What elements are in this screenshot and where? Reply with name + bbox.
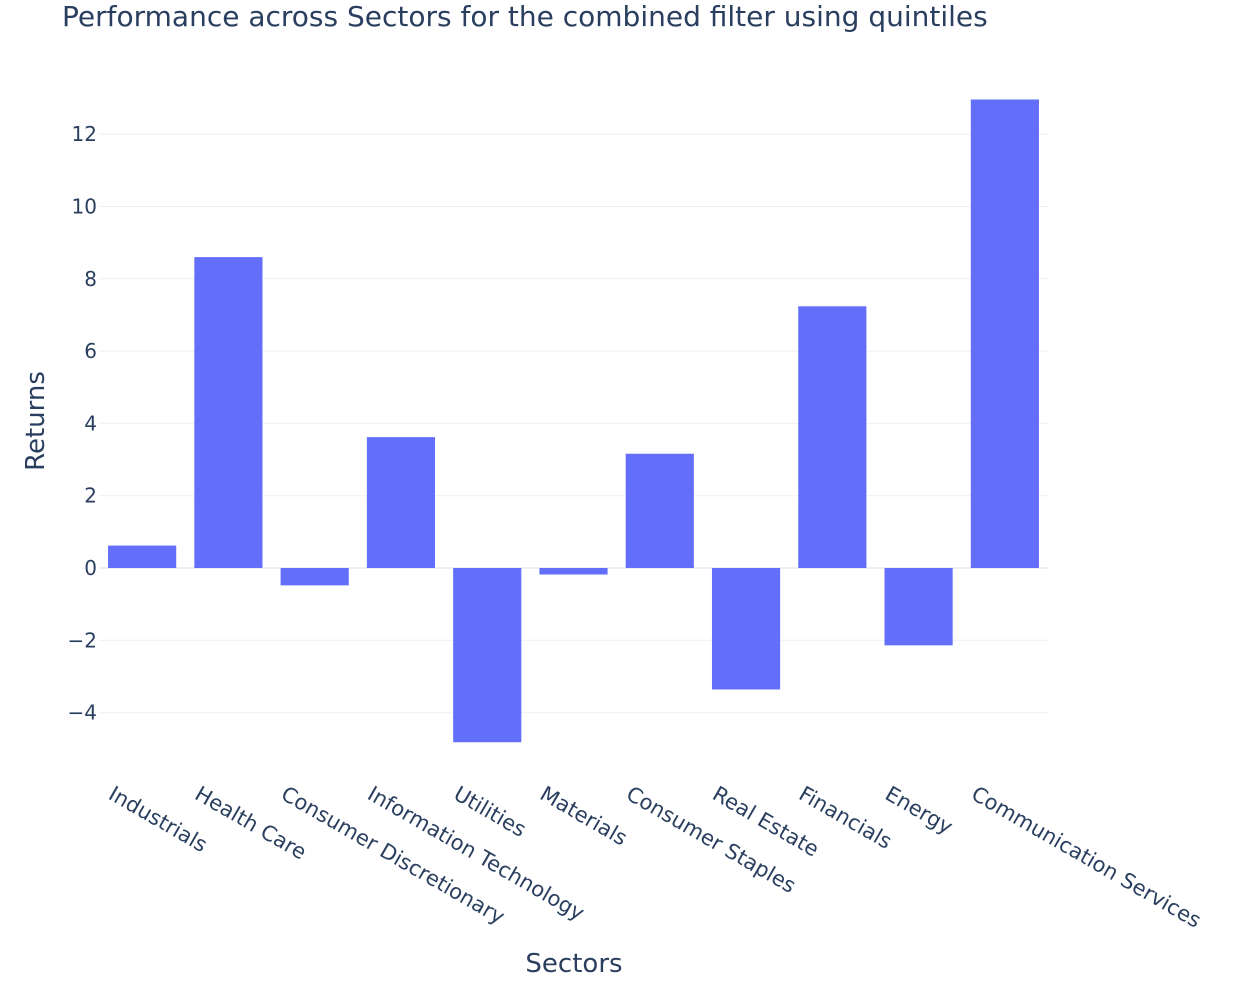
x-tick-label: Materials — [536, 782, 631, 851]
bar-materials — [539, 568, 608, 575]
x-axis-title: Sectors — [525, 949, 622, 979]
chart-title: Performance across Sectors for the combi… — [62, 0, 988, 33]
bar-communication-services — [970, 99, 1039, 568]
y-tick-label: −2 — [68, 628, 97, 652]
y-tick-label: 8 — [84, 267, 97, 291]
y-tick-label: 6 — [84, 339, 97, 363]
y-tick-label: 0 — [84, 556, 97, 580]
bar-consumer-discretionary — [280, 568, 349, 586]
bars — [108, 99, 1039, 743]
bar-utilities — [453, 568, 522, 743]
bar-real-estate — [711, 568, 781, 690]
y-axis-title: Returns — [21, 371, 51, 471]
y-tick-label: 12 — [72, 122, 97, 146]
bar-industrials — [108, 545, 177, 568]
y-tick-label: 4 — [84, 411, 97, 435]
y-tick-label: −4 — [68, 701, 97, 725]
bar-information-technology — [366, 437, 436, 568]
y-tick-labels: 12 10 8 6 4 2 0 −2 −4 — [68, 122, 97, 724]
bar-energy — [884, 568, 953, 646]
bar-financials — [798, 306, 867, 568]
x-tick-label: Communication Services — [967, 782, 1205, 933]
bar-consumer-staples — [625, 453, 694, 568]
y-tick-label: 10 — [72, 195, 97, 219]
bar-health-care — [194, 257, 263, 568]
y-tick-label: 2 — [84, 484, 97, 508]
